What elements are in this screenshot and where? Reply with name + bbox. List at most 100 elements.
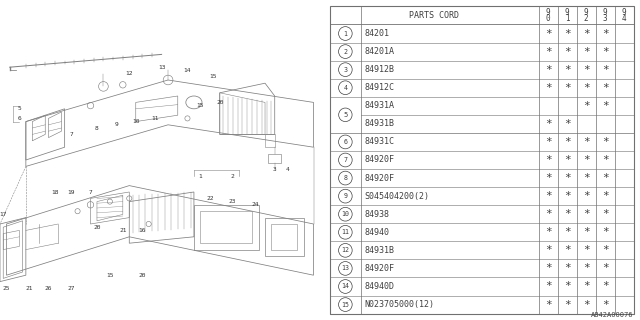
Text: 9: 9 xyxy=(344,193,348,199)
Text: 14: 14 xyxy=(341,284,349,290)
Text: 12: 12 xyxy=(125,71,133,76)
Text: *: * xyxy=(564,209,570,219)
Text: *: * xyxy=(545,282,552,292)
Text: *: * xyxy=(564,65,570,75)
Text: 13: 13 xyxy=(341,265,349,271)
Text: 84912C: 84912C xyxy=(364,83,394,92)
Text: 84201: 84201 xyxy=(364,29,389,38)
Text: 2: 2 xyxy=(584,14,588,23)
Text: *: * xyxy=(583,155,589,165)
Text: *: * xyxy=(564,119,570,129)
Text: 0: 0 xyxy=(546,14,550,23)
Text: 12: 12 xyxy=(341,247,349,253)
Text: 4: 4 xyxy=(344,85,348,91)
Text: 3: 3 xyxy=(273,167,276,172)
Text: *: * xyxy=(583,263,589,273)
Text: *: * xyxy=(583,65,589,75)
Text: 20: 20 xyxy=(216,100,223,105)
Text: *: * xyxy=(564,155,570,165)
Text: *: * xyxy=(545,28,552,38)
Text: *: * xyxy=(564,263,570,273)
Text: 84931B: 84931B xyxy=(364,246,394,255)
Text: *: * xyxy=(602,209,609,219)
Text: *: * xyxy=(545,65,552,75)
Text: *: * xyxy=(583,28,589,38)
Text: 84940D: 84940D xyxy=(364,282,394,291)
Text: *: * xyxy=(602,300,609,309)
Text: 21: 21 xyxy=(119,228,127,233)
Text: 15: 15 xyxy=(196,103,204,108)
Text: 15: 15 xyxy=(209,74,217,79)
Text: *: * xyxy=(583,47,589,57)
Text: *: * xyxy=(545,173,552,183)
Text: 10: 10 xyxy=(132,119,140,124)
Text: 8: 8 xyxy=(95,125,99,131)
Text: *: * xyxy=(545,47,552,57)
Text: *: * xyxy=(564,300,570,309)
Text: *: * xyxy=(545,209,552,219)
Text: 84912B: 84912B xyxy=(364,65,394,74)
Text: *: * xyxy=(545,227,552,237)
Text: *: * xyxy=(602,83,609,93)
Text: 23: 23 xyxy=(229,199,236,204)
Text: 84931B: 84931B xyxy=(364,119,394,128)
Text: 2: 2 xyxy=(231,173,235,179)
Text: 9: 9 xyxy=(565,8,570,17)
Text: *: * xyxy=(583,300,589,309)
Text: N023705000(12): N023705000(12) xyxy=(364,300,435,309)
Text: *: * xyxy=(602,101,609,111)
Text: *: * xyxy=(564,227,570,237)
Text: 10: 10 xyxy=(341,211,349,217)
Text: 3: 3 xyxy=(603,14,607,23)
Text: 84931C: 84931C xyxy=(364,137,394,147)
Text: 9: 9 xyxy=(115,122,118,127)
Text: 5: 5 xyxy=(343,112,348,118)
Text: *: * xyxy=(583,173,589,183)
Text: 4: 4 xyxy=(622,14,627,23)
Text: 7: 7 xyxy=(344,157,348,163)
Text: 84920F: 84920F xyxy=(364,156,394,164)
Text: *: * xyxy=(602,65,609,75)
Text: *: * xyxy=(583,83,589,93)
Text: 11: 11 xyxy=(152,116,159,121)
Text: 20: 20 xyxy=(93,225,100,230)
Text: *: * xyxy=(583,137,589,147)
Text: 22: 22 xyxy=(206,196,214,201)
Text: *: * xyxy=(564,137,570,147)
Text: 18: 18 xyxy=(51,189,59,195)
Text: 15: 15 xyxy=(106,273,114,278)
Text: *: * xyxy=(564,28,570,38)
Text: 7: 7 xyxy=(69,132,73,137)
Text: *: * xyxy=(545,300,552,309)
Text: *: * xyxy=(545,245,552,255)
Text: *: * xyxy=(545,155,552,165)
Text: 9: 9 xyxy=(622,8,627,17)
Text: 6: 6 xyxy=(17,116,21,121)
Text: 13: 13 xyxy=(158,65,165,70)
Text: 17: 17 xyxy=(0,212,7,217)
Text: 1: 1 xyxy=(198,173,202,179)
Text: 15: 15 xyxy=(341,301,349,308)
Text: *: * xyxy=(583,209,589,219)
Text: 19: 19 xyxy=(67,189,75,195)
Text: 21: 21 xyxy=(26,285,33,291)
Text: *: * xyxy=(564,173,570,183)
Text: 9: 9 xyxy=(546,8,550,17)
Text: 84931A: 84931A xyxy=(364,101,394,110)
Text: *: * xyxy=(564,245,570,255)
Text: 25: 25 xyxy=(3,285,10,291)
Text: *: * xyxy=(564,191,570,201)
Text: 14: 14 xyxy=(184,68,191,73)
Text: *: * xyxy=(602,245,609,255)
Text: 11: 11 xyxy=(341,229,349,235)
Text: 84920F: 84920F xyxy=(364,264,394,273)
Text: *: * xyxy=(583,245,589,255)
Text: *: * xyxy=(545,119,552,129)
Text: S045404200(2): S045404200(2) xyxy=(364,192,429,201)
Text: *: * xyxy=(564,47,570,57)
Text: 2: 2 xyxy=(344,49,348,55)
Text: *: * xyxy=(602,191,609,201)
Text: *: * xyxy=(602,137,609,147)
Text: 4: 4 xyxy=(286,167,289,172)
Text: *: * xyxy=(583,191,589,201)
